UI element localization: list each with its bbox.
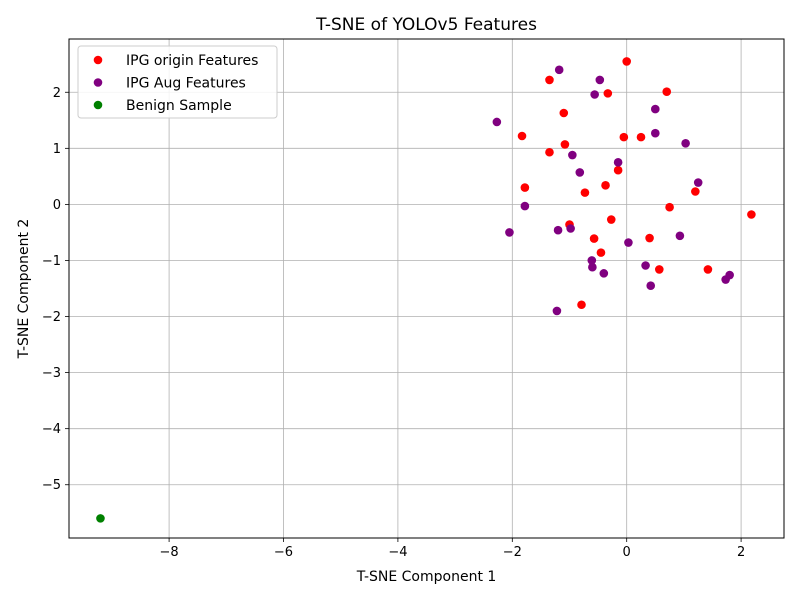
data-point-ipg-aug-features — [599, 269, 609, 278]
data-point-ipg-aug-features — [675, 231, 685, 241]
data-point-ipg-origin-features — [545, 147, 554, 157]
data-point-ipg-origin-features — [545, 75, 554, 85]
x-tick-label: 2 — [737, 545, 745, 560]
data-point-ipg-aug-features — [553, 225, 563, 235]
data-points — [96, 57, 756, 523]
legend: IPG origin Features IPG Aug Features Benig… — [77, 45, 278, 119]
data-point-ipg-origin-features — [589, 234, 599, 243]
data-point-ipg-aug-features — [568, 150, 577, 160]
data-point-ipg-aug-features — [587, 256, 597, 265]
data-point-ipg-origin-features — [747, 210, 756, 219]
x-tick-label: −6 — [274, 545, 293, 560]
data-point-ipg-aug-features — [681, 138, 690, 148]
y-axis-label: T-SNE Component 2 — [16, 219, 32, 360]
data-point-ipg-origin-features — [559, 108, 569, 118]
chart-title: T-SNE of YOLOv5 Features — [315, 15, 537, 35]
x-tick-label: −4 — [388, 545, 407, 560]
x-tick-label: 0 — [623, 545, 631, 560]
data-point-ipg-aug-features — [595, 75, 605, 85]
data-point-ipg-aug-features — [624, 238, 633, 247]
data-point-ipg-origin-features — [691, 187, 700, 196]
y-tick-label: −1 — [42, 254, 61, 269]
y-tick-label: −2 — [42, 310, 61, 325]
y-tick-label: −4 — [42, 422, 61, 437]
data-point-ipg-origin-features — [517, 131, 527, 141]
data-point-ipg-origin-features — [619, 132, 629, 142]
data-point-ipg-origin-features — [662, 87, 672, 97]
data-point-ipg-aug-features — [651, 104, 660, 114]
data-point-benign-sample — [96, 514, 105, 523]
legend-marker — [93, 100, 103, 110]
y-tick-label: 0 — [53, 198, 61, 213]
data-point-ipg-origin-features — [520, 183, 530, 192]
axis-ticks: −8 −6 −4 −2 0 2 −5 −4 −3 −2 −1 0 1 2 — [42, 86, 745, 560]
data-point-ipg-aug-features — [520, 201, 530, 211]
legend-box — [77, 45, 278, 119]
x-axis-label: T-SNE Component 1 — [356, 569, 497, 585]
data-point-ipg-aug-features — [588, 262, 597, 272]
data-point-ipg-origin-features — [596, 248, 606, 257]
x-tick-label: −2 — [503, 545, 522, 560]
data-point-ipg-origin-features — [603, 89, 613, 98]
y-tick-label: −5 — [42, 478, 61, 493]
data-point-ipg-origin-features — [655, 265, 664, 274]
data-point-ipg-origin-features — [703, 265, 713, 274]
data-point-ipg-origin-features — [636, 132, 646, 142]
data-point-ipg-origin-features — [606, 215, 616, 224]
data-point-ipg-aug-features — [693, 178, 703, 187]
data-point-ipg-aug-features — [552, 306, 562, 316]
data-point-ipg-origin-features — [560, 140, 570, 149]
data-point-ipg-aug-features — [641, 261, 650, 270]
data-point-ipg-origin-features — [645, 233, 654, 243]
x-tick-label: −8 — [160, 545, 179, 560]
data-point-ipg-aug-features — [721, 275, 730, 284]
y-tick-label: 2 — [53, 86, 61, 101]
y-tick-label: −3 — [42, 366, 61, 381]
data-point-ipg-aug-features — [505, 228, 514, 237]
plot-area-frame — [68, 38, 785, 539]
data-point-ipg-origin-features — [577, 300, 586, 310]
data-point-ipg-origin-features — [601, 181, 610, 190]
data-point-ipg-aug-features — [566, 224, 575, 233]
data-point-ipg-aug-features — [554, 65, 564, 75]
data-point-ipg-origin-features — [613, 165, 623, 175]
legend-marker — [93, 55, 103, 65]
data-point-ipg-aug-features — [651, 128, 660, 138]
legend-label: IPG Aug Features — [126, 76, 246, 92]
data-point-ipg-aug-features — [575, 168, 585, 177]
legend-marker — [93, 78, 103, 87]
legend-label: IPG origin Features — [126, 53, 258, 69]
data-point-ipg-aug-features — [646, 281, 656, 290]
y-tick-label: 1 — [53, 142, 61, 157]
data-point-ipg-origin-features — [622, 57, 631, 66]
data-point-ipg-aug-features — [613, 158, 623, 167]
data-point-ipg-origin-features — [665, 202, 674, 212]
data-point-ipg-origin-features — [580, 188, 590, 197]
data-point-ipg-aug-features — [590, 90, 599, 99]
data-point-ipg-aug-features — [492, 117, 502, 127]
legend-label: Benign Sample — [126, 98, 232, 114]
